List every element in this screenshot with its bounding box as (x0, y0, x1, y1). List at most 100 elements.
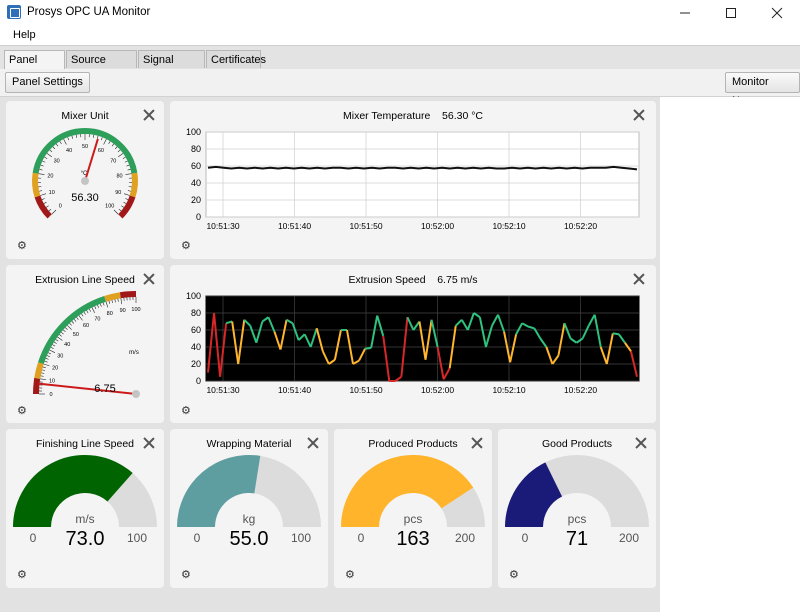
gauge-tick (123, 193, 130, 196)
gauge-tick-label: 90 (120, 308, 126, 314)
series-segment (430, 319, 439, 348)
tab-panel-editor[interactable]: Panel Editor (4, 50, 65, 84)
app-icon (7, 5, 21, 19)
gauge-tick (52, 344, 56, 347)
maximize-button[interactable] (708, 0, 754, 25)
tab-signal-groups[interactable]: Signal Groups (138, 50, 205, 84)
panel-settings-button[interactable]: Panel Settings (5, 72, 90, 93)
gear-icon[interactable]: ⚙ (17, 405, 27, 417)
gauge-tick (38, 173, 45, 175)
empty-area (660, 97, 800, 612)
gear-icon[interactable]: ⚙ (345, 569, 355, 581)
gauge-tick (55, 339, 59, 342)
gear-icon[interactable]: ⚙ (181, 405, 191, 417)
menu-bar: Help (0, 25, 800, 45)
gauge-tick-label: 40 (66, 148, 72, 154)
gauge-max: 100 (127, 531, 147, 545)
series-segment (557, 323, 566, 356)
gauge-value-arc (13, 455, 133, 527)
gauge-band (119, 291, 137, 299)
x-tick-label: 10:52:20 (564, 221, 597, 231)
gauge-unit: m/s (75, 512, 94, 526)
gear-icon[interactable]: ⚙ (509, 569, 519, 581)
gear-icon[interactable]: ⚙ (17, 240, 27, 252)
extrusion-speed-chart: 0 20 40 60 80 100 10:51:30 10:51:40 10:51:50 10:5… (186, 291, 640, 395)
gauge-unit: °C (81, 171, 88, 177)
panel-title: Extrusion Line Speed (35, 274, 135, 286)
series-segment (539, 337, 548, 348)
gauge-tick-label: 100 (131, 307, 140, 313)
y-tick-label: 60 (191, 161, 201, 171)
toolbar: Panel Settings Monitor Now (0, 69, 800, 107)
series-segment (279, 319, 288, 350)
gear-icon[interactable]: ⚙ (17, 569, 27, 581)
gauge-tick (117, 149, 121, 153)
monitor-now-button[interactable]: Monitor Now (725, 72, 800, 107)
series-segment (400, 317, 409, 377)
gauge-max: 200 (455, 531, 475, 545)
gauge-tick (51, 209, 57, 215)
gauge-tick (59, 141, 62, 145)
gauge-tick (50, 347, 54, 349)
gauge-tick (124, 160, 128, 163)
close-icon[interactable] (143, 273, 155, 285)
series-segment (376, 315, 385, 337)
series-segment (267, 316, 276, 333)
series-segment (515, 322, 524, 335)
gauge-tick (114, 146, 118, 150)
series-segment (436, 346, 445, 380)
gauge-tick (48, 352, 52, 355)
gauge-tick (94, 306, 97, 310)
gauge-band (104, 292, 121, 302)
gauge-value: 56.30 (71, 192, 99, 204)
gauge-tick (96, 135, 99, 139)
close-icon[interactable] (633, 109, 645, 121)
series-segment (587, 314, 596, 327)
series-segment (455, 319, 463, 327)
gauge-tick (108, 300, 111, 304)
panel-title: Good Products (541, 438, 613, 450)
series-segment (345, 329, 354, 365)
close-icon[interactable] (633, 273, 645, 285)
series-segment (291, 322, 300, 341)
panel-produced-products: Produced Products pcs 163 0 200 ⚙ (334, 429, 492, 588)
gauge-tick (122, 156, 126, 159)
gauge-tick (40, 378, 47, 381)
gauge-tick (100, 137, 103, 141)
gauge-tick (44, 156, 48, 159)
gauge-tick (117, 298, 119, 302)
series-segment (605, 333, 614, 365)
gauge-tick (127, 190, 131, 192)
panel-extrusion-line-speed: Extrusion Line Speed 0 10 20 30 40 50 60 70 80 90… (6, 265, 164, 423)
series-segment (448, 325, 457, 369)
series-segment (545, 346, 554, 365)
gauge-tick (42, 160, 46, 163)
gear-icon[interactable]: ⚙ (181, 569, 191, 581)
close-icon[interactable] (143, 109, 155, 121)
gauge-tick (105, 301, 109, 308)
gauge-tick-label: 90 (115, 190, 121, 196)
gauge-tick (92, 134, 95, 138)
gauge-tick-label: 10 (49, 190, 55, 196)
tab-source-servers[interactable]: Source Servers (66, 50, 137, 84)
panel-title: Extrusion Speed 6.75 m/s (348, 274, 478, 286)
gauge-tick (41, 369, 46, 371)
minimize-button[interactable] (662, 0, 708, 25)
gauge-tick (86, 310, 89, 314)
gauge-tick (53, 341, 57, 344)
close-window-button[interactable] (754, 0, 800, 25)
gauge-tick (121, 205, 125, 208)
gauge-tick (113, 209, 119, 215)
gauge-band (32, 172, 41, 198)
gauge-needle (38, 382, 137, 395)
x-tick-label: 10:52:10 (492, 385, 525, 395)
tab-certificates[interactable]: Certificates (206, 50, 266, 68)
gauge-min: 0 (194, 531, 201, 545)
gear-icon[interactable]: ⚙ (181, 240, 191, 252)
gauge-tick (42, 366, 46, 369)
menu-help[interactable]: Help (13, 29, 36, 41)
gauge-tick (127, 169, 131, 171)
x-tick-label: 10:51:50 (349, 221, 382, 231)
